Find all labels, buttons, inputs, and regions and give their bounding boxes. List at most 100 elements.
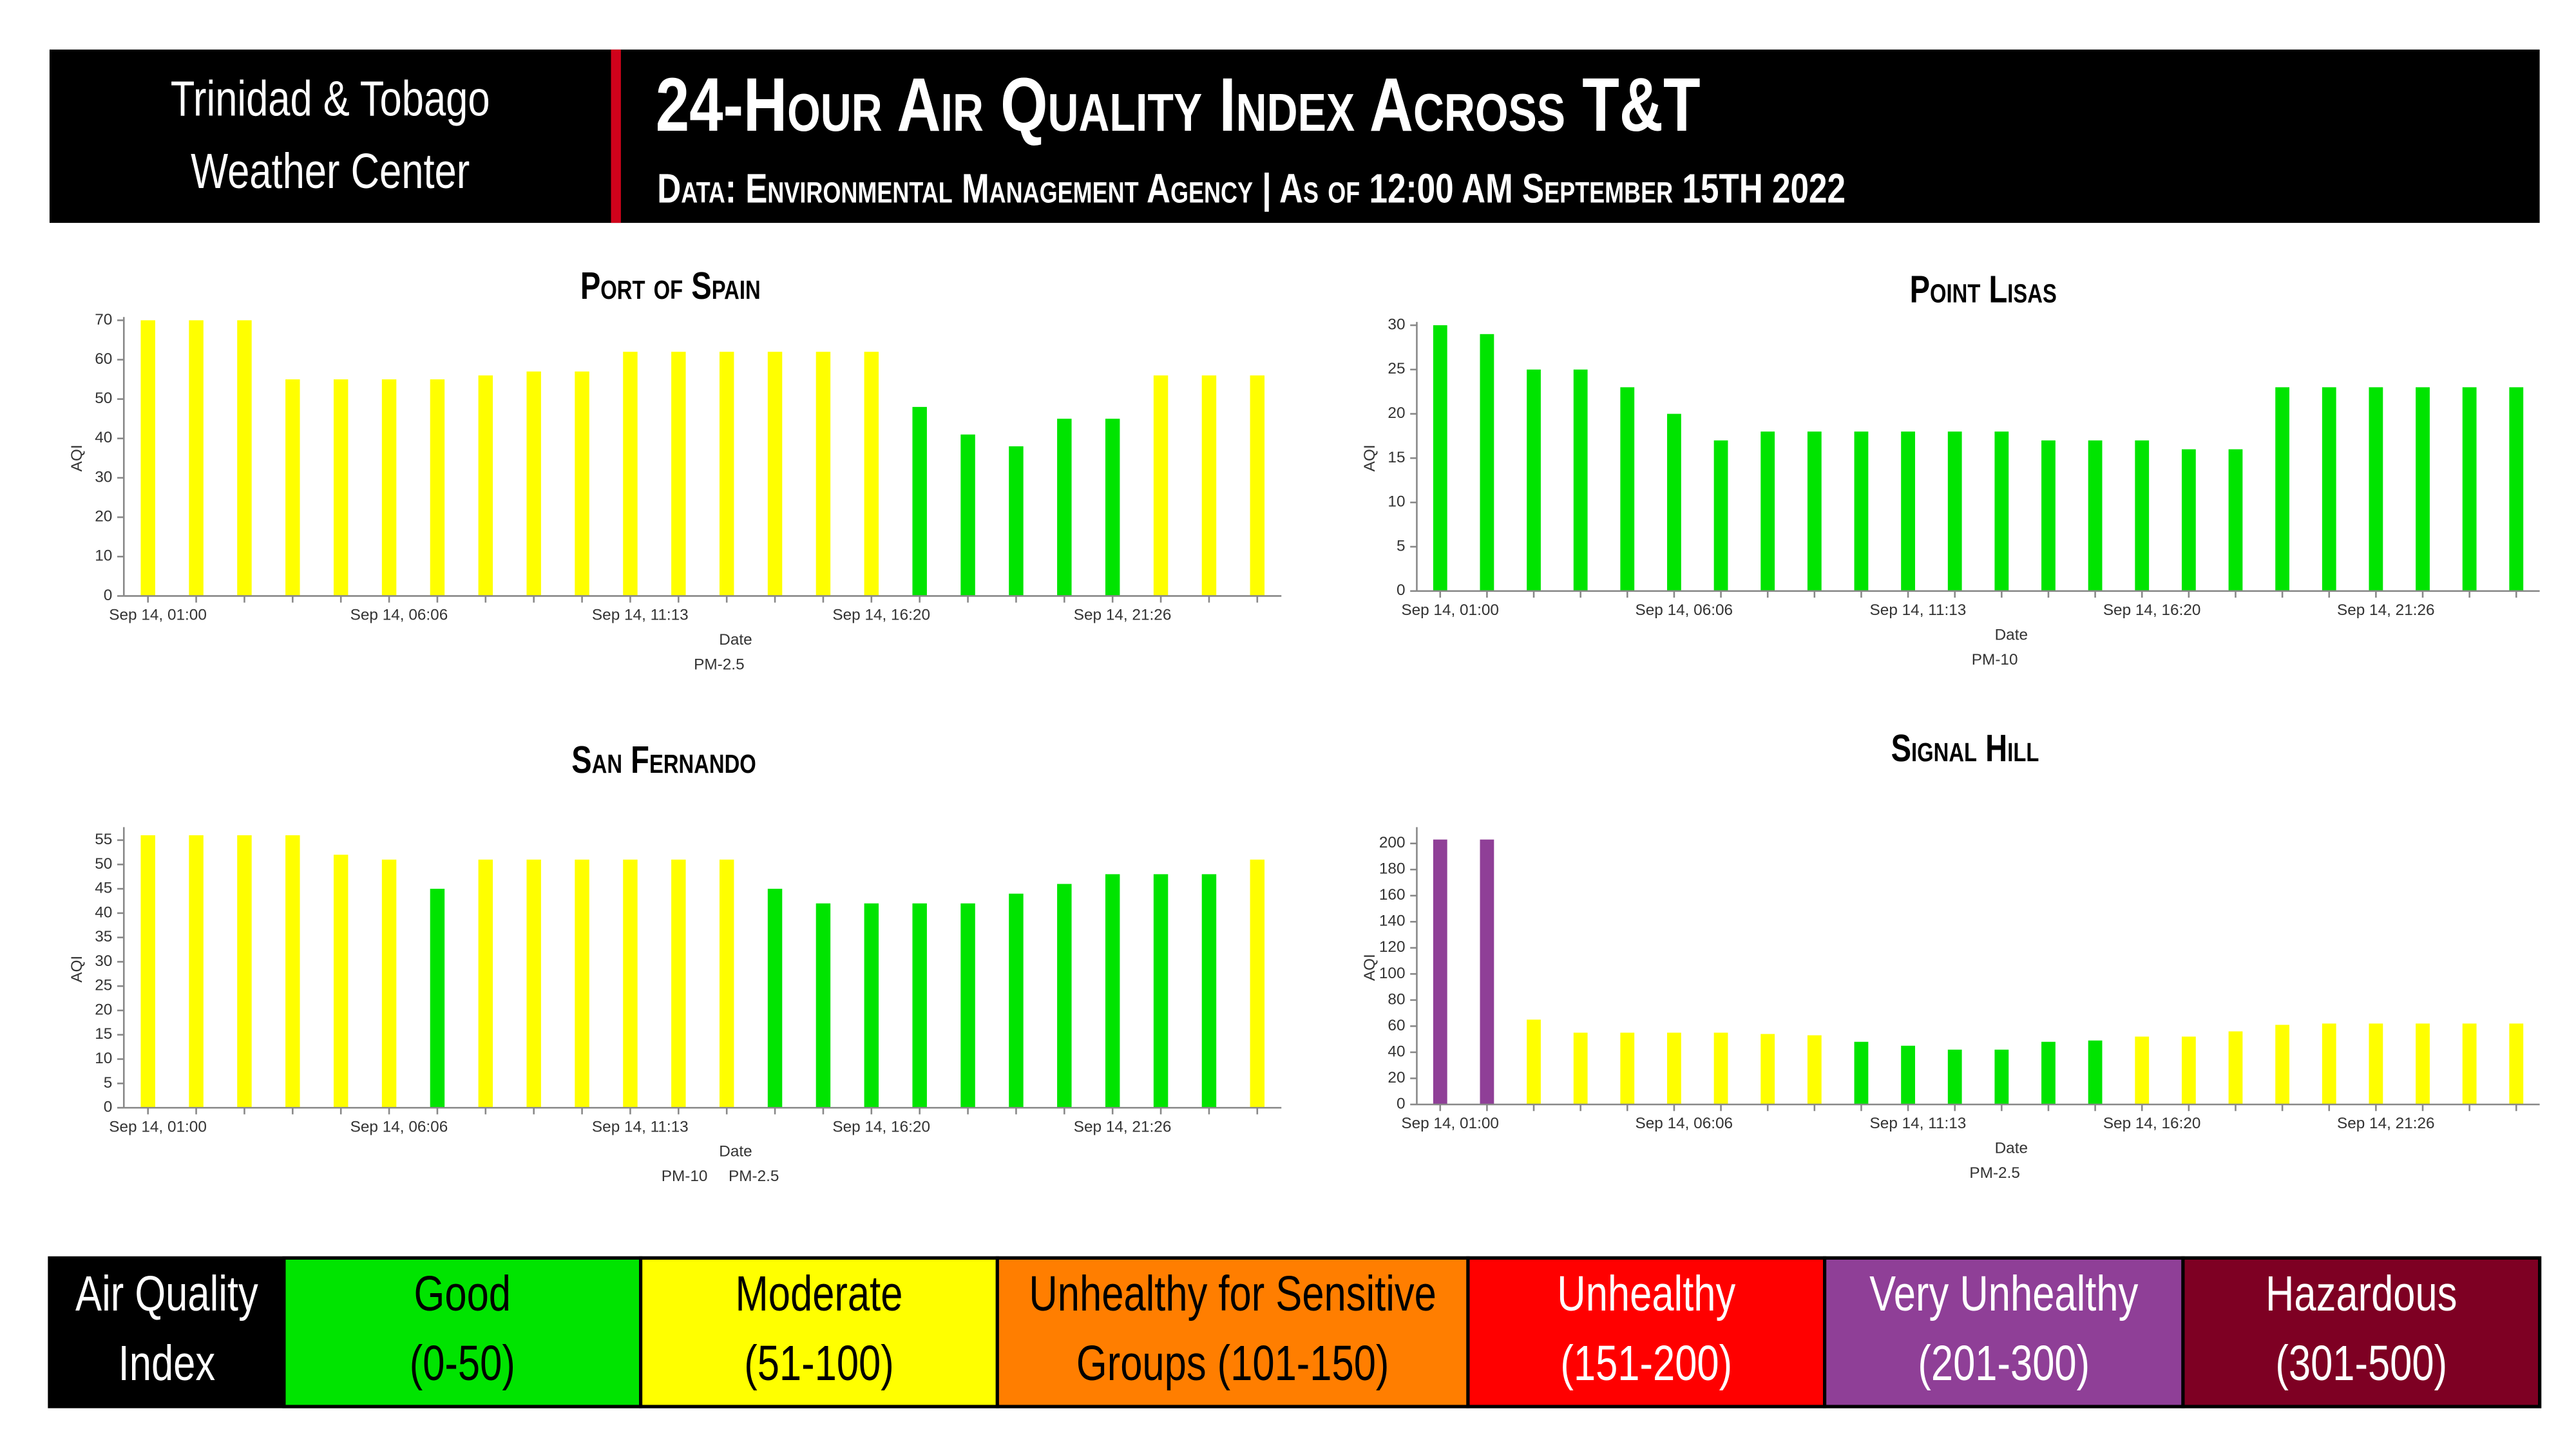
chart-title: Port of Spain [580, 265, 761, 307]
bar [1480, 334, 1494, 591]
y-tick-label: 200 [1379, 834, 1406, 851]
x-tick-label: Sep 14, 16:20 [832, 607, 930, 624]
bar [623, 859, 638, 1108]
y-tick-label: 15 [1388, 449, 1405, 466]
bar [623, 352, 638, 596]
bar [1620, 387, 1635, 591]
bar [237, 320, 252, 596]
bar [2181, 1036, 2196, 1104]
bar [671, 352, 686, 596]
y-tick-label: 40 [95, 904, 112, 921]
bar [719, 859, 734, 1108]
bar [2088, 440, 2103, 591]
bar [285, 379, 300, 596]
x-tick-label: Sep 14, 06:06 [350, 607, 448, 624]
bar [189, 835, 204, 1108]
scale-label: Good [414, 1266, 511, 1321]
bar [2322, 387, 2336, 591]
scale-label: (301-500) [2275, 1336, 2447, 1391]
bar [671, 859, 686, 1108]
y-tick-label: 20 [95, 1001, 112, 1018]
bar [1807, 1035, 1822, 1104]
bar [2181, 449, 2196, 591]
x-tick-label: Sep 14, 21:26 [2337, 1115, 2435, 1132]
scale-label: (151-200) [1560, 1336, 1732, 1391]
y-tick-label: 20 [1388, 404, 1405, 422]
x-tick-label: Sep 14, 01:00 [109, 1118, 207, 1135]
bar [1573, 369, 1588, 591]
bar [1994, 431, 2009, 591]
bar [960, 434, 975, 596]
y-tick-label: 0 [1397, 1095, 1406, 1112]
bar [1433, 839, 1447, 1104]
scale-border [48, 1256, 2542, 1408]
header-bar [49, 49, 2540, 223]
bar [1009, 893, 1024, 1108]
org-name: Trinidad & Tobago [171, 71, 490, 126]
scale-cell [282, 1256, 643, 1408]
scale-label: Unhealthy for Sensitive [1029, 1266, 1436, 1321]
y-tick-label: 180 [1379, 860, 1406, 878]
bar [575, 859, 589, 1108]
legend-entry: PM-10 [1972, 651, 2018, 668]
bar [2041, 440, 2056, 591]
bar [2135, 440, 2150, 591]
x-axis-label: Date [719, 1143, 752, 1160]
bar [1760, 1034, 1775, 1104]
y-tick-label: 5 [104, 1074, 113, 1092]
y-tick-label: 30 [95, 468, 112, 486]
bar [333, 855, 348, 1108]
y-tick-label: 40 [95, 429, 112, 446]
bar [1057, 884, 1072, 1108]
bar [1250, 859, 1265, 1108]
bar [2416, 1023, 2430, 1104]
x-tick-label: Sep 14, 01:00 [109, 607, 207, 624]
y-tick-label: 0 [104, 1099, 113, 1116]
x-tick-label: Sep 14, 06:06 [1635, 601, 1733, 619]
bar [1153, 874, 1169, 1108]
x-tick-label: Sep 14, 16:20 [2103, 601, 2201, 619]
scale-label: Moderate [736, 1266, 903, 1321]
org-name: Weather Center [191, 144, 470, 199]
y-tick-label: 10 [95, 547, 112, 565]
bar [767, 352, 783, 596]
y-tick-label: 25 [1388, 360, 1405, 377]
chart-title: Point Lisas [1910, 269, 2057, 310]
y-axis-label: AQI [68, 956, 86, 983]
scale-cell [2181, 1256, 2542, 1408]
y-tick-label: 0 [1397, 582, 1406, 599]
y-tick-label: 35 [95, 928, 112, 945]
legend-entry: PM-2.5 [729, 1168, 779, 1185]
y-tick-label: 40 [1388, 1043, 1405, 1060]
bar [2088, 1040, 2103, 1104]
x-tick-label: Sep 14, 21:26 [1074, 1118, 1172, 1135]
bar [2041, 1041, 2056, 1104]
bar [2416, 387, 2430, 591]
scale-cell [49, 1258, 284, 1407]
bar [912, 903, 927, 1108]
y-tick-label: 20 [95, 508, 112, 526]
bar [1620, 1032, 1635, 1104]
bar [1153, 375, 1169, 596]
x-tick-label: Sep 14, 11:13 [592, 607, 689, 624]
y-tick-label: 60 [1388, 1017, 1405, 1034]
y-tick-label: 70 [95, 311, 112, 328]
bar [1854, 1041, 1869, 1104]
bar [2462, 1023, 2477, 1104]
x-tick-label: Sep 14, 11:13 [1870, 1115, 1967, 1132]
page-subtitle: Data: Environmental Management Agency | … [657, 165, 1846, 212]
bar [140, 835, 155, 1108]
bar [1105, 419, 1120, 596]
header-divider [611, 49, 621, 223]
y-tick-label: 30 [95, 952, 112, 970]
bar [1947, 431, 1962, 591]
y-tick-label: 0 [104, 587, 113, 604]
bar [1994, 1049, 2009, 1104]
x-tick-label: Sep 14, 01:00 [1401, 1115, 1499, 1132]
scale-label: Groups (101-150) [1076, 1336, 1389, 1391]
x-tick-label: Sep 14, 01:00 [1401, 601, 1499, 619]
bar [960, 903, 975, 1108]
bar [2228, 1031, 2243, 1104]
bar [1760, 431, 1775, 591]
bar [2228, 449, 2243, 591]
